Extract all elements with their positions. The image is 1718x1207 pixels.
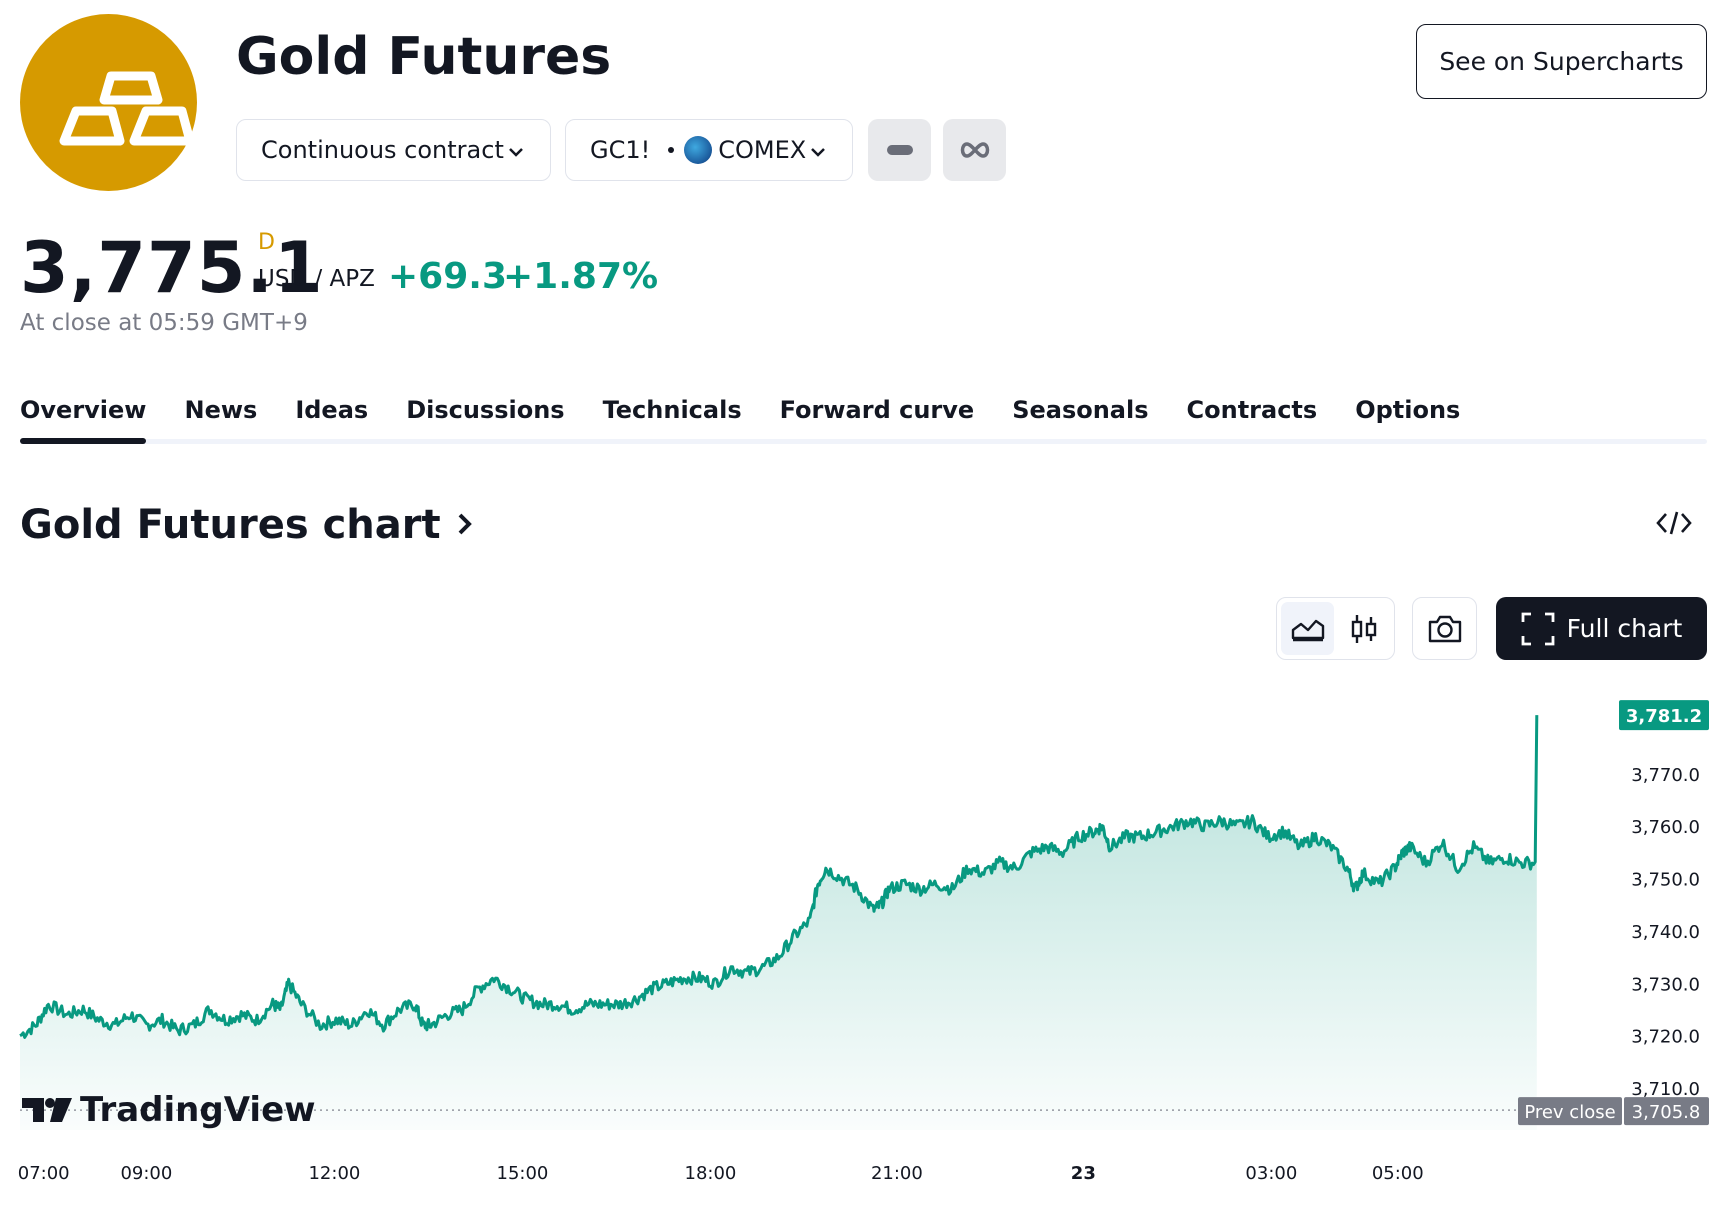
x-tick-label: 05:00 <box>1372 1163 1424 1184</box>
price-chart[interactable]: 3,770.0 3,760.0 3,750.0 3,740.0 3,730.0 3,720… <box>0 670 1718 1190</box>
y-tick-label: 3,730.0 <box>1631 974 1700 995</box>
currency-label: USD / APZ <box>258 266 375 292</box>
symbol-label: GC1! <box>590 136 651 164</box>
separator-dot <box>668 147 675 153</box>
chart-style-group <box>1276 597 1395 660</box>
tab-bar: Overview News Ideas Discussions Technica… <box>20 396 1498 446</box>
candlestick-chart-button[interactable] <box>1337 602 1390 655</box>
y-tick-label: 3,770.0 <box>1631 765 1700 786</box>
chevron-down-icon <box>811 148 825 157</box>
x-tick-label: 12:00 <box>308 1163 360 1184</box>
price-change: +69.3 <box>388 256 507 297</box>
tab-news[interactable]: News <box>184 396 258 424</box>
price-line <box>19 715 1539 1039</box>
full-chart-button[interactable]: Full chart <box>1496 597 1707 660</box>
tab-forward-curve[interactable]: Forward curve <box>779 396 975 424</box>
exchange-label: COMEX <box>718 136 807 164</box>
y-tick-label: 3,750.0 <box>1631 870 1700 891</box>
contract-select-label: Continuous contract <box>261 136 504 164</box>
x-tick-label: 21:00 <box>871 1163 923 1184</box>
fullscreen-icon <box>1521 612 1555 645</box>
embed-code-icon[interactable] <box>1656 508 1692 545</box>
chart-title: Gold Futures chart <box>20 502 441 548</box>
tradingview-icon <box>22 1098 72 1122</box>
prev-close-badge <box>1624 1097 1709 1126</box>
y-tick-label: 3,740.0 <box>1631 922 1700 943</box>
tradingview-wordmark: TradingView <box>80 1090 316 1130</box>
x-tick-label: 03:00 <box>1245 1163 1297 1184</box>
x-tick-label: 18:00 <box>685 1163 737 1184</box>
symbol-select[interactable]: GC1! COMEX <box>565 119 853 181</box>
tab-options[interactable]: Options <box>1355 396 1461 424</box>
last-price: 3,775.1 <box>20 227 324 309</box>
full-chart-label: Full chart <box>1566 614 1683 643</box>
last-price-label: 3,781.2 <box>1626 706 1702 727</box>
chart-title-link[interactable]: Gold Futures chart <box>20 500 475 550</box>
infinity-icon <box>960 142 989 158</box>
snapshot-button[interactable] <box>1412 597 1477 660</box>
interval-badge: D <box>258 230 275 255</box>
continuous-button[interactable] <box>943 119 1006 181</box>
prev-close-label: 3,705.8 <box>1632 1102 1701 1123</box>
price-area-fill <box>20 715 1537 1130</box>
globe-icon <box>684 136 713 164</box>
tab-discussions[interactable]: Discussions <box>406 396 565 424</box>
x-tick-label: 09:00 <box>120 1163 172 1184</box>
tab-seasonals[interactable]: Seasonals <box>1012 396 1149 424</box>
minus-icon <box>886 145 913 155</box>
tab-contracts[interactable]: Contracts <box>1186 396 1318 424</box>
tab-overview[interactable]: Overview <box>20 396 147 444</box>
y-tick-label: 3,710.0 <box>1631 1079 1700 1100</box>
prev-close-title: Prev close <box>1524 1102 1615 1123</box>
x-tick-label: 23 <box>1071 1163 1096 1184</box>
prev-close-title-badge <box>1518 1097 1622 1126</box>
y-tick-label: 3,720.0 <box>1631 1027 1700 1048</box>
chevron-down-icon <box>509 148 523 157</box>
tab-ideas[interactable]: Ideas <box>295 396 369 424</box>
area-chart-icon <box>1291 619 1324 641</box>
close-note: At close at 05:59 GMT+9 <box>20 310 308 336</box>
last-price-badge <box>1619 700 1709 731</box>
page-title: Gold Futures <box>236 27 612 87</box>
x-tick-label: 07:00 <box>18 1163 70 1184</box>
x-tick-label: 15:00 <box>497 1163 549 1184</box>
candlestick-icon <box>1351 614 1376 643</box>
tab-technicals[interactable]: Technicals <box>602 396 742 424</box>
tradingview-logo: TradingView <box>22 1090 316 1130</box>
y-tick-label: 3,760.0 <box>1631 817 1700 838</box>
price-change-percent: +1.87% <box>503 256 659 297</box>
contract-select[interactable]: Continuous contract <box>236 119 551 181</box>
see-on-supercharts-button[interactable]: See on Supercharts <box>1416 24 1707 99</box>
gold-bars-icon <box>20 14 197 191</box>
market-status-button[interactable] <box>868 119 931 181</box>
camera-icon <box>1428 615 1461 642</box>
area-chart-button[interactable] <box>1281 602 1334 655</box>
tab-divider <box>20 439 1707 444</box>
chevron-right-icon <box>458 513 472 535</box>
